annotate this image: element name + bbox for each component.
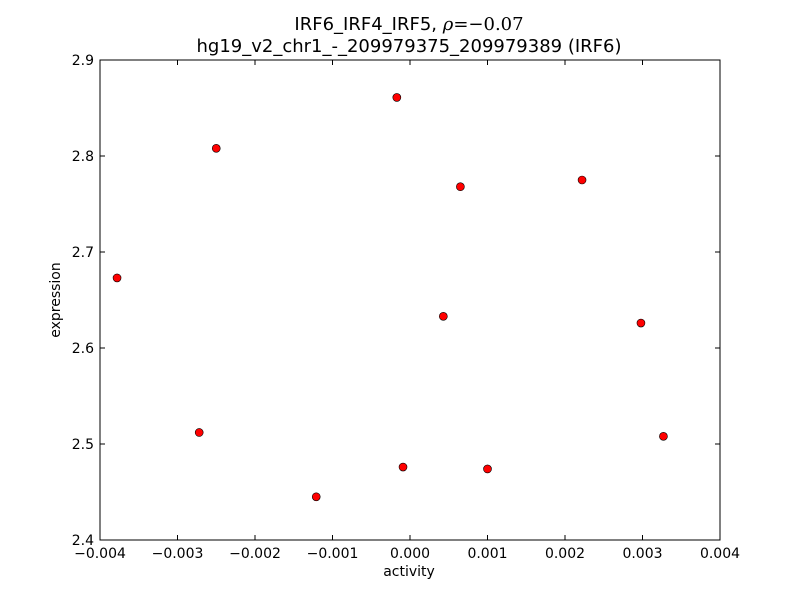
data-point bbox=[392, 93, 402, 102]
x-axis-label: activity bbox=[383, 564, 435, 580]
x-tick-label: 0.001 bbox=[467, 546, 507, 562]
data-point bbox=[483, 464, 492, 474]
x-tick-label: 0.004 bbox=[700, 546, 740, 562]
data-point bbox=[211, 144, 221, 153]
x-tick-label: 0.003 bbox=[622, 546, 662, 562]
data-point bbox=[577, 175, 587, 185]
plot-frame bbox=[99, 59, 721, 541]
data-point bbox=[194, 428, 204, 437]
chart-title-line1: IRF6_IRF4_IRF5, ρ=−0.07 bbox=[294, 14, 523, 35]
data-points bbox=[112, 93, 668, 502]
x-tick-label: 0.002 bbox=[545, 546, 585, 562]
data-point bbox=[311, 492, 321, 502]
y-tick-label: 2.5 bbox=[72, 437, 94, 453]
y-tick-label: 2.7 bbox=[72, 245, 94, 261]
y-tick-label: 2.6 bbox=[72, 341, 94, 357]
data-point bbox=[112, 273, 122, 283]
chart-title-rho-value: =−0.07 bbox=[453, 14, 523, 35]
axis-ticks: −0.004 −0.003 −0.002 −0.001 0.000 0.001 0.002 0… bbox=[72, 53, 740, 562]
chart-title-line2: hg19_v2_chr1_-_209979375_209979389 (IRF6… bbox=[196, 36, 621, 57]
x-tick-label: −0.004 bbox=[74, 546, 126, 562]
chart-title-rho-symbol: ρ bbox=[442, 14, 454, 35]
chart-title-prefix: IRF6_IRF4_IRF5, bbox=[294, 14, 442, 35]
data-point bbox=[398, 462, 408, 472]
y-axis-label: expression bbox=[48, 262, 64, 338]
y-tick-label: 2.4 bbox=[72, 533, 94, 549]
y-tick-label: 2.8 bbox=[72, 149, 94, 165]
x-tick-label: −0.001 bbox=[307, 546, 359, 562]
data-point bbox=[636, 318, 646, 328]
x-tick-label: 0.000 bbox=[390, 546, 430, 562]
x-tick-label: −0.003 bbox=[152, 546, 204, 562]
x-tick-label: −0.002 bbox=[229, 546, 281, 562]
data-point bbox=[659, 432, 668, 441]
y-tick-label: 2.9 bbox=[72, 53, 94, 69]
data-point bbox=[456, 182, 465, 192]
data-point bbox=[439, 312, 448, 321]
